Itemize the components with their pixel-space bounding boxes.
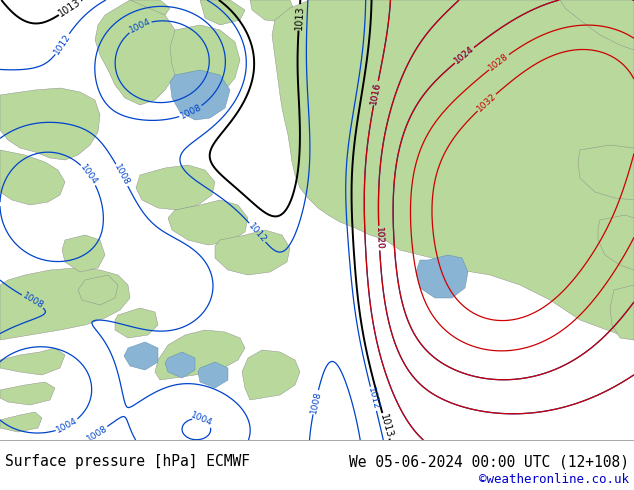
Polygon shape: [130, 0, 170, 18]
Polygon shape: [198, 362, 228, 388]
Text: 1028: 1028: [487, 51, 511, 73]
Text: 1008: 1008: [179, 103, 203, 121]
Text: 1004: 1004: [79, 163, 100, 187]
Polygon shape: [250, 0, 295, 22]
Polygon shape: [62, 235, 105, 272]
Text: 1004: 1004: [55, 416, 79, 435]
Text: 1008: 1008: [20, 292, 45, 311]
Text: Surface pressure [hPa] ECMWF: Surface pressure [hPa] ECMWF: [5, 454, 250, 469]
Polygon shape: [560, 0, 634, 50]
Text: 1032: 1032: [476, 92, 498, 114]
Polygon shape: [0, 348, 65, 375]
Polygon shape: [95, 0, 180, 105]
Text: 1020: 1020: [374, 226, 384, 250]
Text: 1012: 1012: [52, 32, 72, 56]
Polygon shape: [170, 25, 240, 102]
Polygon shape: [0, 382, 55, 405]
Polygon shape: [215, 230, 290, 275]
Polygon shape: [168, 200, 248, 245]
Polygon shape: [136, 165, 215, 210]
Polygon shape: [578, 145, 634, 200]
Polygon shape: [170, 70, 230, 120]
Text: 1024: 1024: [453, 45, 476, 66]
Text: 1013: 1013: [294, 5, 305, 30]
Text: 1008: 1008: [309, 390, 323, 415]
Polygon shape: [416, 255, 468, 298]
Text: 1013: 1013: [57, 0, 83, 19]
Text: We 05-06-2024 00:00 UTC (12+108): We 05-06-2024 00:00 UTC (12+108): [349, 454, 629, 469]
Polygon shape: [0, 268, 130, 340]
Text: 1008: 1008: [85, 423, 109, 443]
Polygon shape: [200, 0, 245, 25]
Text: 1013: 1013: [378, 413, 394, 439]
Polygon shape: [124, 342, 158, 370]
Text: 1004: 1004: [190, 411, 214, 428]
Polygon shape: [242, 350, 300, 400]
Text: 1016: 1016: [369, 81, 382, 105]
Text: 1016: 1016: [369, 81, 382, 105]
Polygon shape: [115, 308, 158, 338]
Text: 1012: 1012: [247, 221, 268, 244]
Polygon shape: [155, 330, 245, 380]
Text: 1020: 1020: [374, 226, 384, 250]
Polygon shape: [610, 285, 634, 340]
Polygon shape: [165, 352, 195, 378]
Polygon shape: [78, 275, 118, 305]
Text: 1008: 1008: [112, 163, 131, 187]
Text: 1024: 1024: [453, 45, 476, 66]
Polygon shape: [598, 215, 634, 270]
Text: 1004: 1004: [127, 17, 152, 35]
Text: ©weatheronline.co.uk: ©weatheronline.co.uk: [479, 473, 629, 486]
Polygon shape: [0, 412, 42, 432]
Polygon shape: [0, 150, 65, 205]
Polygon shape: [272, 0, 634, 340]
Text: 1012: 1012: [366, 387, 380, 411]
Polygon shape: [0, 88, 100, 160]
